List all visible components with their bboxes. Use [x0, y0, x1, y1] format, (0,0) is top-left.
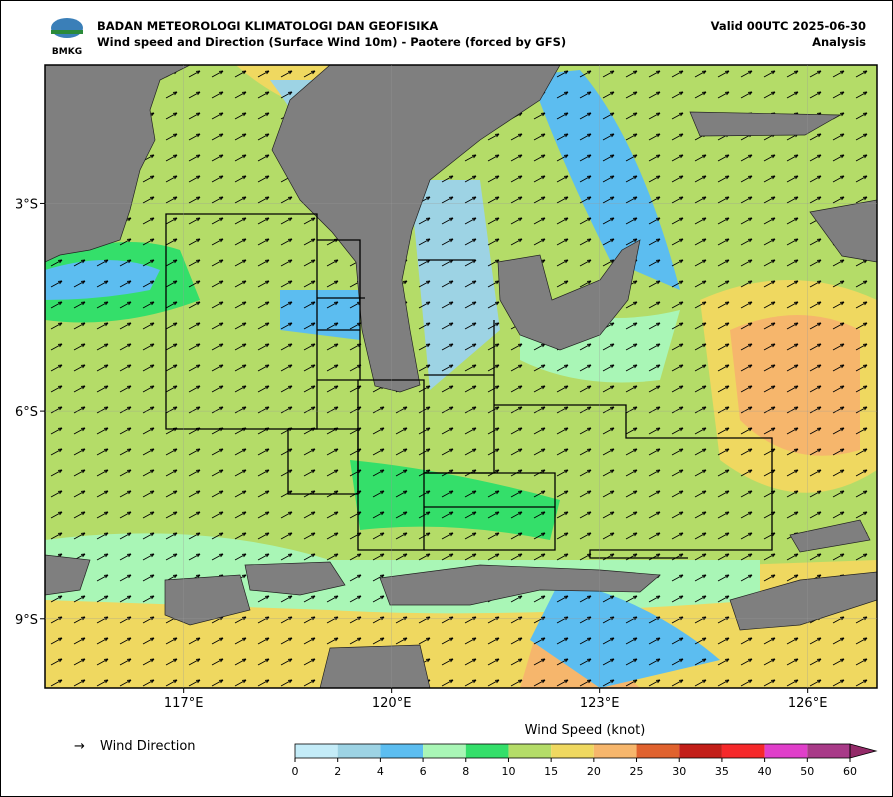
valid-time: Valid 00UTC 2025-06-30: [711, 19, 866, 33]
colorbar-border: [294, 743, 851, 759]
colorbar-tick-label: 10: [501, 765, 515, 778]
y-tick-label: 9°S: [15, 613, 38, 628]
analysis: Analysis: [812, 35, 866, 49]
colorbar-segment: [508, 744, 552, 758]
colorbar-tick-label: 25: [630, 765, 644, 778]
colorbar-tick-label: 30: [672, 765, 686, 778]
colorbar-segment: [380, 744, 424, 758]
colorbar-title: Wind Speed (knot): [525, 723, 646, 738]
colorbar-tick-label: 20: [587, 765, 601, 778]
logo: BMKG: [51, 18, 83, 57]
colorbar-tick-label: 15: [544, 765, 558, 778]
x-tick-label: 126°E: [788, 696, 828, 711]
colorbar-segment: [593, 744, 637, 758]
colorbar-segment: [807, 744, 850, 758]
colorbar-segment: [295, 744, 338, 758]
x-tick-label: 117°E: [164, 696, 204, 711]
legend-label: Wind Direction: [100, 739, 196, 754]
x-tick-label: 120°E: [372, 696, 412, 711]
colorbar-segment: [465, 744, 509, 758]
colorbar-tick-label: 2: [334, 765, 341, 778]
colorbar-segment: [679, 744, 722, 758]
map: [45, 65, 877, 688]
logo-text: BMKG: [52, 47, 82, 57]
colorbar-tick-label: 60: [843, 765, 857, 778]
y-tick-label: 3°S: [15, 197, 38, 212]
subtitle: Wind speed and Direction (Surface Wind 1…: [97, 35, 566, 49]
colorbar: 0 2 4 6 8 10 15 20 25 30 35 40 50 60: [292, 743, 878, 778]
colorbar-tick-label: 0: [292, 765, 299, 778]
legend-arrow: →: [74, 739, 85, 754]
x-tick-label: 123°E: [580, 696, 620, 711]
colorbar-tick-label: 6: [420, 765, 427, 778]
colorbar-tick-label: 50: [800, 765, 814, 778]
colorbar-segment: [764, 744, 808, 758]
title: BADAN METEOROLOGI KLIMATOLOGI DAN GEOFIS…: [97, 19, 438, 33]
colorbar-tick-label: 40: [758, 765, 772, 778]
colorbar-tick-label: 8: [462, 765, 469, 778]
colorbar-segment: [721, 744, 765, 758]
colorbar-segment: [551, 744, 594, 758]
colorbar-tick-label: 4: [377, 765, 384, 778]
colorbar-segment: [337, 744, 381, 758]
map-border: [44, 64, 878, 689]
colorbar-tick-label: 35: [715, 765, 729, 778]
colorbar-segment: [636, 744, 680, 758]
y-tick-label: 6°S: [15, 405, 38, 420]
colorbar-segment: [423, 744, 466, 758]
